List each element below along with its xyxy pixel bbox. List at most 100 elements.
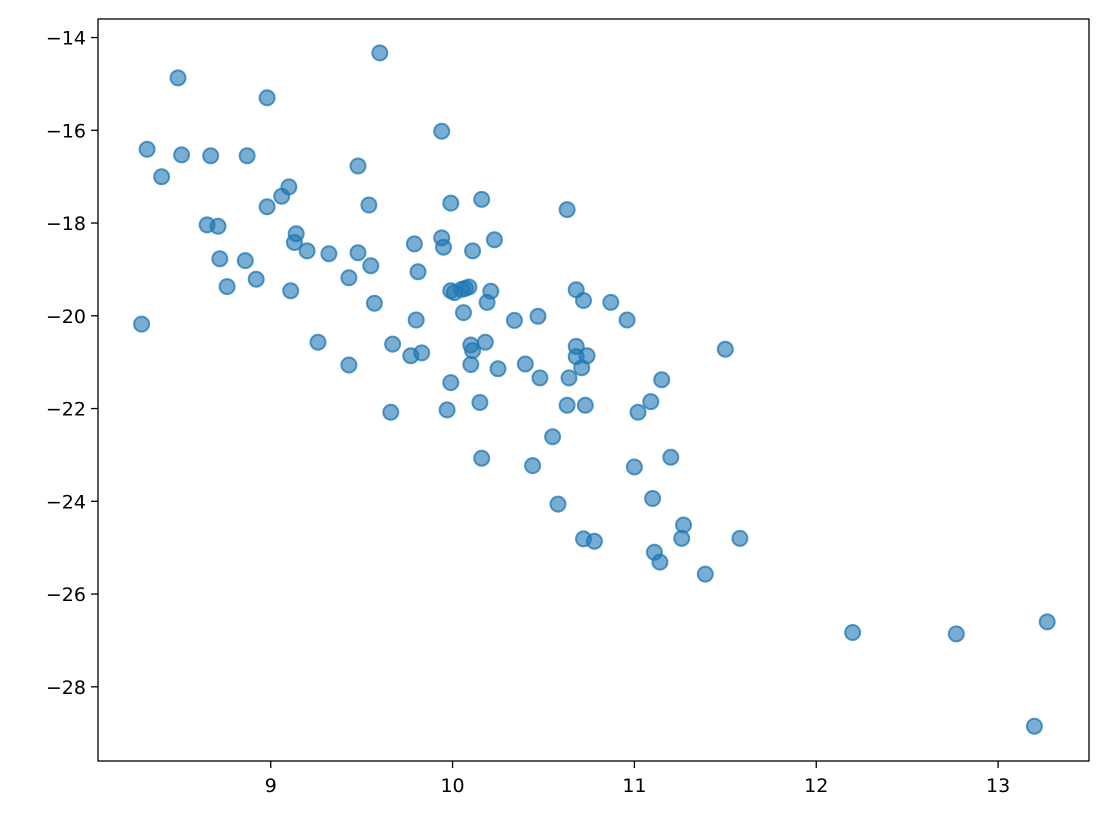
scatter-point [651, 553, 669, 571]
scatter-point [236, 252, 254, 270]
scatter-point [365, 294, 383, 312]
y-tick-label: −28 [46, 677, 86, 699]
scatter-point [473, 449, 491, 467]
scatter-point [273, 187, 291, 205]
y-tick-label: −24 [46, 491, 86, 513]
scatter-point [211, 250, 229, 268]
scatter-point [549, 495, 567, 513]
scatter-point [625, 458, 643, 476]
scatter-point [716, 340, 734, 358]
scatter-point [209, 217, 227, 235]
scatter-point [218, 278, 236, 296]
scatter-point [1025, 717, 1043, 735]
scatter-point [349, 244, 367, 262]
scatter-point [362, 257, 380, 275]
y-tick-label: −20 [46, 306, 86, 328]
y-tick-label: −22 [46, 399, 86, 421]
scatter-point [258, 198, 276, 216]
scatter-point [133, 315, 151, 333]
scatter-point [573, 359, 591, 377]
scatter-point [153, 168, 171, 186]
x-tick-label: 9 [265, 775, 277, 797]
scatter-point [662, 448, 680, 466]
scatter-point [442, 194, 460, 212]
scatter-point [642, 393, 660, 411]
scatter-point [202, 147, 220, 165]
x-tick-label: 13 [986, 775, 1010, 797]
scatter-point [285, 234, 303, 251]
scatter-point [384, 335, 402, 353]
y-tick-label: −18 [46, 213, 86, 235]
y-tick-label: −16 [46, 120, 86, 142]
scatter-point [309, 333, 327, 351]
scatter-point [516, 355, 534, 373]
scatter-point [673, 529, 691, 547]
x-tick-label: 11 [622, 775, 646, 797]
scatter-point [585, 532, 603, 550]
scatter-point [464, 342, 482, 360]
x-tick-label: 10 [440, 775, 464, 797]
scatter-point [575, 292, 592, 309]
scatter-point [558, 396, 576, 414]
scatter-point [629, 403, 647, 421]
scatter-point [282, 282, 300, 300]
y-tick-label: −14 [46, 28, 86, 50]
y-tick-label: −26 [46, 584, 86, 606]
y-axis-ticks: −14 −16 −18 −20 −22 −24 −26 −28 [46, 28, 98, 699]
scatter-point [644, 490, 662, 507]
scatter-point [529, 307, 547, 325]
scatter-point [435, 238, 452, 256]
scatter-point [618, 311, 636, 329]
scatter-point [247, 270, 265, 288]
points-layer [133, 44, 1056, 735]
scatter-point [407, 311, 425, 329]
scatter-point [409, 263, 427, 281]
scatter-point [340, 269, 358, 287]
scatter-point [558, 201, 576, 219]
scatter-point [696, 565, 714, 583]
scatter-point [169, 69, 187, 87]
scatter-point [455, 304, 472, 322]
scatter-point [460, 278, 478, 296]
scatter-point [524, 457, 542, 475]
scatter-point [298, 242, 316, 260]
scatter-point [476, 333, 494, 351]
scatter-point [413, 344, 431, 362]
scatter-point [360, 196, 378, 214]
scatter-point [340, 356, 358, 374]
scatter-point [531, 369, 549, 387]
scatter-point [544, 428, 562, 446]
scatter-point [1038, 613, 1056, 631]
scatter-point [478, 293, 496, 311]
scatter-point [485, 231, 503, 249]
scatter-point [602, 293, 620, 311]
x-tick-label: 12 [804, 775, 828, 797]
scatter-point [173, 146, 191, 164]
scatter-point [560, 369, 578, 387]
scatter-point [320, 245, 338, 263]
scatter-point [731, 529, 749, 547]
scatter-point [382, 403, 400, 421]
scatter-point [505, 311, 523, 329]
scatter-point [433, 122, 451, 140]
scatter-point [464, 242, 482, 260]
scatter-point [349, 157, 367, 175]
scatter-point [138, 140, 156, 158]
scatter-point [471, 394, 489, 411]
scatter-point [576, 396, 594, 414]
scatter-point [462, 356, 480, 373]
plot-frame [97, 18, 1090, 762]
scatter-point [258, 89, 276, 107]
scatter-point [473, 190, 491, 208]
scatter-point [947, 625, 965, 643]
scatter-point [844, 624, 862, 641]
scatter-point [489, 360, 507, 378]
scatter-point [438, 401, 456, 419]
scatter-point [238, 147, 256, 165]
scatter-point [442, 374, 460, 392]
x-axis-ticks: 9 10 11 12 13 [265, 761, 1010, 797]
scatter-point [653, 371, 671, 389]
scatter-point [371, 44, 389, 62]
